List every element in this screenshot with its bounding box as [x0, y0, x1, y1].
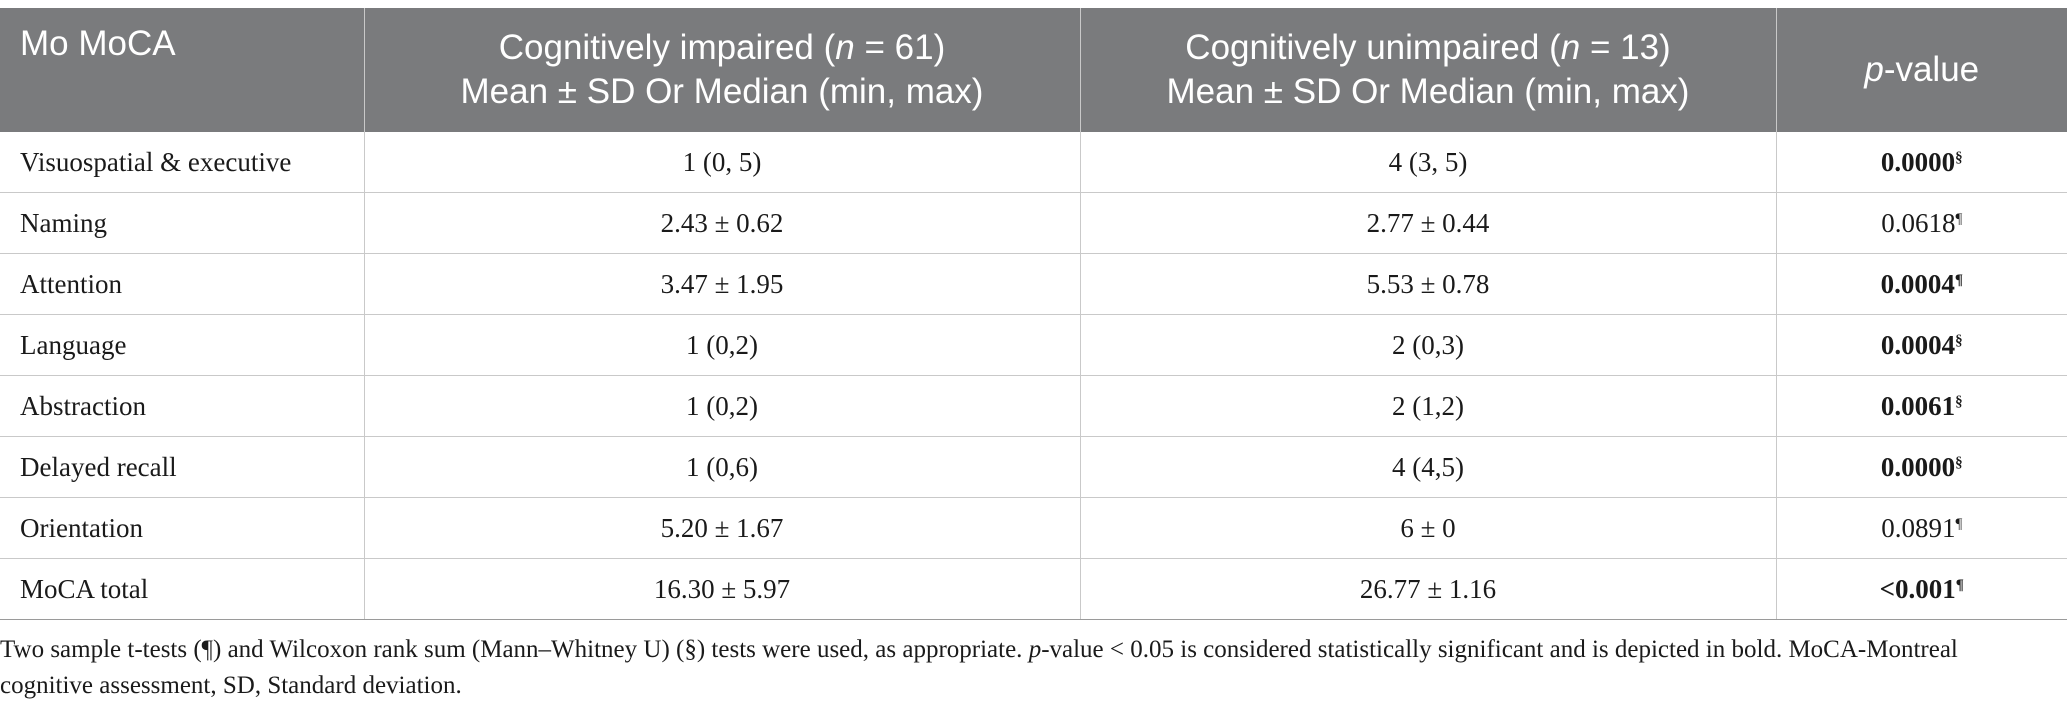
unimpaired-value: 4 (3, 5)	[1080, 132, 1777, 193]
row-label: Delayed recall	[0, 436, 365, 498]
p-value-number: 0.0618	[1881, 207, 1956, 238]
row-label: MoCA total	[0, 558, 365, 620]
header-cognitively-unimpaired: Cognitively unimpaired (n = 13) Mean ± S…	[1080, 8, 1777, 132]
test-marker: §	[1955, 454, 1963, 471]
header-cognitively-impaired: Cognitively impaired (n = 61) Mean ± SD …	[364, 8, 1081, 132]
header-p-rest: -value	[1883, 50, 1980, 89]
p-value-number: <0.001	[1879, 573, 1956, 604]
unimpaired-value: 6 ± 0	[1080, 497, 1777, 559]
header-impaired-count: = 61)	[854, 28, 946, 67]
table-row: Language 1 (0,2) 2 (0,3) 0.0004§	[0, 314, 2067, 376]
header-impaired-stats: Mean ± SD Or Median (min, max)	[460, 72, 984, 111]
unimpaired-value: 2.77 ± 0.44	[1080, 192, 1777, 254]
p-value-number: 0.0000	[1880, 451, 1956, 482]
row-label: Naming	[0, 192, 365, 254]
footnote-part1: Two sample t-tests (¶) and Wilcoxon rank…	[0, 636, 1029, 663]
impaired-value: 2.43 ± 0.62	[364, 192, 1081, 254]
table-body: Visuospatial & executive 1 (0, 5) 4 (3, 5)…	[0, 132, 2067, 620]
table-row: Delayed recall 1 (0,6) 4 (4,5) 0.0000§	[0, 436, 2067, 498]
header-mo-moca-text: Mo MoCA	[20, 24, 176, 63]
table-header-row: Mo MoCA Cognitively impaired (n = 61) Me…	[0, 8, 2067, 132]
test-marker: ¶	[1955, 576, 1964, 593]
row-label: Orientation	[0, 497, 365, 559]
table-footnote: Two sample t-tests (¶) and Wilcoxon rank…	[0, 632, 2050, 704]
header-unimpaired-label: Cognitively unimpaired (	[1185, 28, 1561, 67]
test-marker: ¶	[1954, 271, 1963, 288]
unimpaired-value: 4 (4,5)	[1080, 436, 1777, 498]
p-value-number: 0.0004	[1880, 268, 1955, 299]
table-row: Abstraction 1 (0,2) 2 (1,2) 0.0061§	[0, 375, 2067, 437]
moca-results-table: Mo MoCA Cognitively impaired (n = 61) Me…	[0, 8, 2067, 620]
unimpaired-value: 26.77 ± 1.16	[1080, 558, 1777, 620]
footnote-p-letter: p	[1028, 636, 1042, 663]
table-row: Visuospatial & executive 1 (0, 5) 4 (3, 5)…	[0, 132, 2067, 193]
impaired-value: 3.47 ± 1.95	[364, 253, 1081, 315]
header-mo-moca: Mo MoCA	[0, 8, 365, 132]
p-value: 0.0891¶	[1776, 497, 2067, 559]
p-value: 0.0004§	[1776, 314, 2067, 376]
impaired-value: 5.20 ± 1.67	[364, 497, 1081, 559]
test-marker: §	[1955, 393, 1963, 410]
table-row: Naming 2.43 ± 0.62 2.77 ± 0.44 0.0618¶	[0, 192, 2067, 254]
test-marker: ¶	[1955, 515, 1963, 532]
p-value: 0.0061§	[1776, 375, 2067, 437]
row-label: Visuospatial & executive	[0, 132, 365, 193]
p-value-number: 0.0000	[1880, 146, 1956, 177]
header-p-value: p-value	[1776, 8, 2067, 132]
unimpaired-value: 2 (0,3)	[1080, 314, 1777, 376]
table-row: MoCA total 16.30 ± 5.97 26.77 ± 1.16 <0.001…	[0, 558, 2067, 620]
header-impaired-label: Cognitively impaired (	[498, 28, 836, 67]
p-value-number: 0.0061	[1880, 390, 1956, 421]
impaired-value: 1 (0,6)	[364, 436, 1081, 498]
p-value-number: 0.0004	[1880, 329, 1956, 360]
test-marker: §	[1955, 332, 1963, 349]
unimpaired-value: 5.53 ± 0.78	[1080, 253, 1777, 315]
impaired-value: 1 (0,2)	[364, 375, 1081, 437]
row-label: Language	[0, 314, 365, 376]
row-label: Attention	[0, 253, 365, 315]
p-value: 0.0000§	[1776, 132, 2067, 193]
test-marker: §	[1955, 149, 1963, 166]
impaired-value: 16.30 ± 5.97	[364, 558, 1081, 620]
p-value: 0.0004¶	[1776, 253, 2067, 315]
table-row: Orientation 5.20 ± 1.67 6 ± 0 0.0891¶	[0, 497, 2067, 559]
table-row: Attention 3.47 ± 1.95 5.53 ± 0.78 0.0004¶	[0, 253, 2067, 315]
table-container: Mo MoCA Cognitively impaired (n = 61) Me…	[0, 8, 2067, 704]
p-value: <0.001¶	[1776, 558, 2067, 620]
p-value: 0.0618¶	[1776, 192, 2067, 254]
impaired-value: 1 (0,2)	[364, 314, 1081, 376]
p-value: 0.0000§	[1776, 436, 2067, 498]
header-p-letter: p	[1864, 50, 1884, 89]
footnote-part2: -value < 0.05 is considered statisticall…	[0, 636, 1958, 699]
header-unimpaired-n: n	[1560, 28, 1581, 67]
impaired-value: 1 (0, 5)	[364, 132, 1081, 193]
test-marker: ¶	[1955, 210, 1963, 227]
unimpaired-value: 2 (1,2)	[1080, 375, 1777, 437]
p-value-number: 0.0891	[1881, 512, 1956, 543]
row-label: Abstraction	[0, 375, 365, 437]
header-impaired-n: n	[835, 28, 855, 67]
header-unimpaired-count: = 13)	[1580, 28, 1671, 67]
header-unimpaired-stats: Mean ± SD Or Median (min, max)	[1166, 72, 1690, 111]
